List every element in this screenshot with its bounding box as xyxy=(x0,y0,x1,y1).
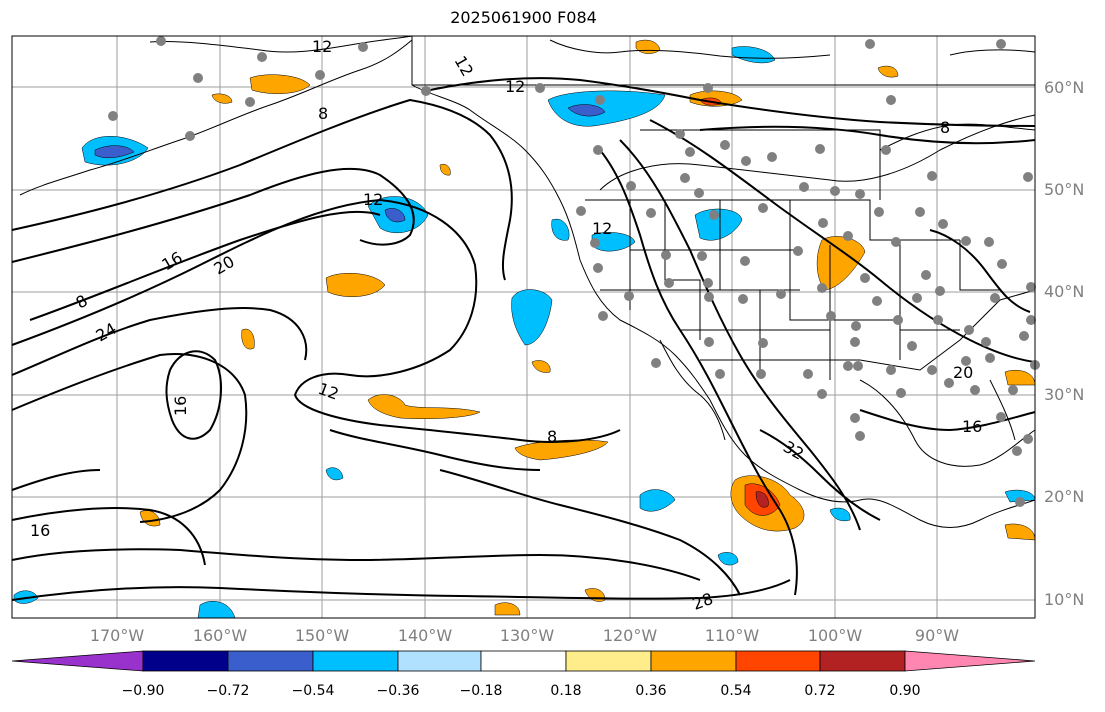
colorbar-right-arrow xyxy=(904,650,1036,672)
shaded-anomalies xyxy=(13,39,1036,619)
coastlines xyxy=(19,35,1036,528)
contour-label: 12 xyxy=(312,37,332,56)
graticule xyxy=(12,36,1035,618)
contour-label: 12 xyxy=(592,219,612,238)
lon-label: 170°W xyxy=(89,626,145,645)
lat-label: 50°N xyxy=(1044,180,1085,199)
colorbar-segment xyxy=(650,650,737,672)
lon-label: 110°W xyxy=(704,626,760,645)
contour-label: 16 xyxy=(962,417,982,436)
contour-label: 8 xyxy=(547,427,557,446)
contour-label: 8 xyxy=(318,104,328,123)
station-dots xyxy=(108,36,1040,507)
colorbar-tick: −0.90 xyxy=(121,683,165,699)
colorbar-segment xyxy=(397,650,482,672)
contour-label: 20 xyxy=(953,363,973,382)
contour-label: 8 xyxy=(940,118,950,137)
lon-label: 150°W xyxy=(294,626,350,645)
colorbar-tick: −0.72 xyxy=(206,683,250,699)
colorbar-segment xyxy=(312,650,399,672)
colorbar-tick: −0.18 xyxy=(459,683,503,699)
colorbar-left-arrow xyxy=(11,650,144,672)
colorbar-segment xyxy=(227,650,314,672)
lon-label: 90°W xyxy=(914,626,960,645)
contour-label: 12 xyxy=(505,77,525,96)
lat-label: 60°N xyxy=(1044,78,1085,97)
lon-label: 130°W xyxy=(499,626,555,645)
colorbar-segment xyxy=(819,650,906,672)
map-title: 2025061900 F084 xyxy=(450,8,597,27)
colorbar-tick: −0.36 xyxy=(376,683,420,699)
colorbar-segment xyxy=(735,650,821,672)
lat-label: 30°N xyxy=(1044,385,1085,404)
lat-label: 40°N xyxy=(1044,282,1085,301)
lat-label: 10°N xyxy=(1044,590,1085,609)
contour-label: 16 xyxy=(30,521,50,540)
contours xyxy=(11,77,1036,601)
colorbar-tick: 0.18 xyxy=(550,683,582,699)
contour-label: 12 xyxy=(363,190,383,209)
colorbar xyxy=(11,650,1036,672)
colorbar-tick: 0.54 xyxy=(720,683,752,699)
lon-label: 160°W xyxy=(192,626,248,645)
colorbar-tick: 0.90 xyxy=(889,683,921,699)
colorbar-segment xyxy=(142,650,229,672)
lon-label: 140°W xyxy=(397,626,453,645)
lon-label: 120°W xyxy=(602,626,658,645)
colorbar-tick: 0.72 xyxy=(804,683,836,699)
lat-label: 20°N xyxy=(1044,487,1085,506)
colorbar-tick: 0.36 xyxy=(635,683,667,699)
colorbar-segment xyxy=(565,650,652,672)
colorbar-segment xyxy=(480,650,567,672)
lon-label: 100°W xyxy=(807,626,863,645)
colorbar-tick: −0.54 xyxy=(291,683,335,699)
contour-label: 16 xyxy=(171,396,190,416)
